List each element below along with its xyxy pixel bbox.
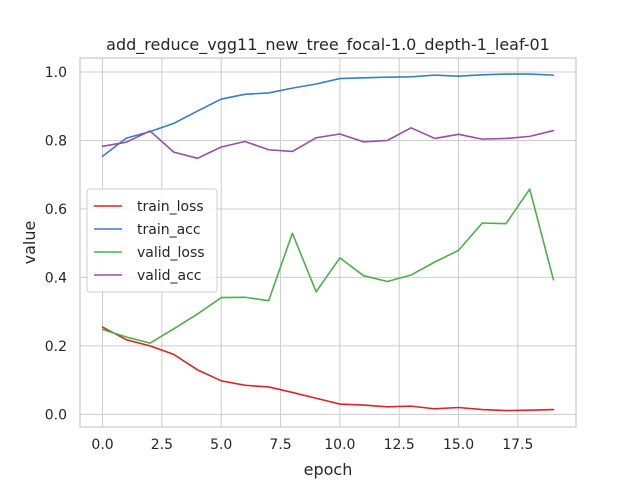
y-tick-label: 0.0 (45, 407, 67, 423)
legend-label-train-acc: train_acc (137, 222, 201, 238)
x-tick-label: 7.5 (269, 437, 291, 453)
series-lines (101, 73, 555, 412)
series-line-valid-loss (101, 188, 555, 344)
plot-frame (79, 57, 577, 428)
x-tick-label: 10.0 (324, 437, 355, 453)
legend-label-train-loss: train_loss (137, 199, 204, 215)
x-tick-label: 15.0 (443, 437, 474, 453)
x-tick-label: 2.5 (151, 437, 173, 453)
y-tick-label: 0.4 (45, 270, 67, 286)
y-tick-label: 0.6 (45, 202, 67, 218)
y-tick-label: 0.2 (45, 339, 67, 355)
x-tick-label: 12.5 (384, 437, 415, 453)
x-tick-label: 0.0 (91, 437, 113, 453)
y-tick-label: 0.8 (45, 133, 67, 149)
y-axis: 0.0 0.2 0.4 0.6 0.8 1.0 (45, 65, 67, 423)
series-line-train-acc (101, 73, 555, 158)
legend: train_loss train_acc valid_loss valid_acc (86, 188, 218, 293)
y-axis-label: value (20, 221, 39, 265)
x-tick-label: 17.5 (502, 437, 533, 453)
chart-title: add_reduce_vgg11_new_tree_focal-1.0_dept… (106, 35, 550, 55)
legend-label-valid-loss: valid_loss (137, 245, 205, 261)
y-tick-label: 1.0 (45, 65, 67, 81)
grid-lines (80, 58, 576, 427)
x-axis-label: epoch (304, 460, 353, 479)
legend-box (86, 188, 218, 293)
series-line-train-loss (101, 326, 555, 412)
legend-items: train_loss train_acc valid_loss valid_acc (94, 199, 205, 284)
x-tick-label: 5.0 (210, 437, 232, 453)
legend-label-valid-acc: valid_acc (137, 268, 202, 284)
x-axis: 0.0 2.5 5.0 7.5 10.0 12.5 15.0 17.5 (91, 437, 533, 453)
series-line-valid-acc (101, 127, 555, 160)
